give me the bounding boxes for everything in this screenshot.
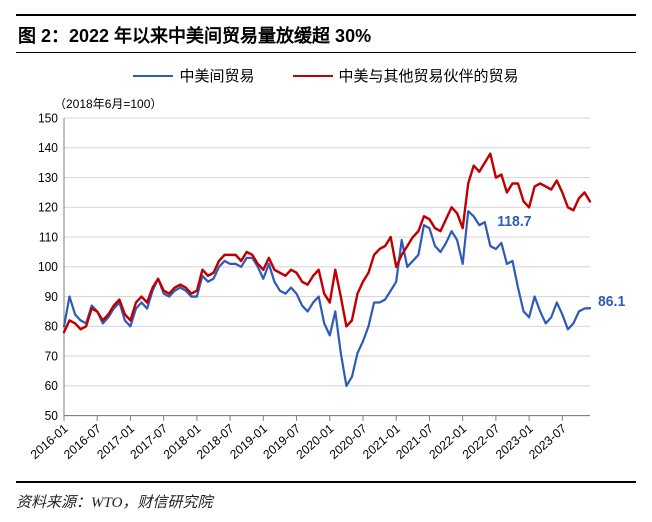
svg-text:2023-07: 2023-07 [526, 421, 569, 462]
svg-text:80: 80 [45, 319, 58, 333]
legend: 中美间贸易 中美与其他贸易伙伴的贸易 [16, 65, 636, 86]
svg-text:130: 130 [38, 171, 58, 185]
legend-swatch-us-china [133, 75, 173, 77]
svg-text:90: 90 [45, 290, 58, 304]
svg-text:50: 50 [45, 409, 58, 423]
svg-text:100: 100 [38, 260, 58, 274]
chart-title: 图 2：2022 年以来中美间贸易量放缓超 30% [16, 14, 636, 53]
svg-text:140: 140 [38, 141, 58, 155]
legend-swatch-others [293, 75, 333, 77]
svg-text:118.7: 118.7 [497, 214, 531, 230]
chart-svg: 50607080901001101201301401502016-012016-… [16, 59, 636, 481]
chart-subtitle: （2018年6月=100） [54, 95, 162, 112]
legend-label-others: 中美与其他贸易伙伴的贸易 [339, 65, 519, 86]
svg-text:150: 150 [38, 111, 58, 125]
legend-item-us-china: 中美间贸易 [133, 65, 254, 86]
svg-text:60: 60 [45, 379, 58, 393]
legend-item-others: 中美与其他贸易伙伴的贸易 [293, 65, 519, 86]
svg-text:70: 70 [45, 349, 58, 363]
chart-source: 资料来源：WTO，财信研究院 [16, 481, 636, 512]
svg-text:120: 120 [38, 200, 58, 214]
svg-text:86.1: 86.1 [598, 294, 625, 310]
svg-text:110: 110 [39, 230, 58, 244]
chart-plot-area: 中美间贸易 中美与其他贸易伙伴的贸易 （2018年6月=100） 50 60 70 8… [16, 59, 636, 481]
legend-label-us-china: 中美间贸易 [179, 65, 254, 86]
